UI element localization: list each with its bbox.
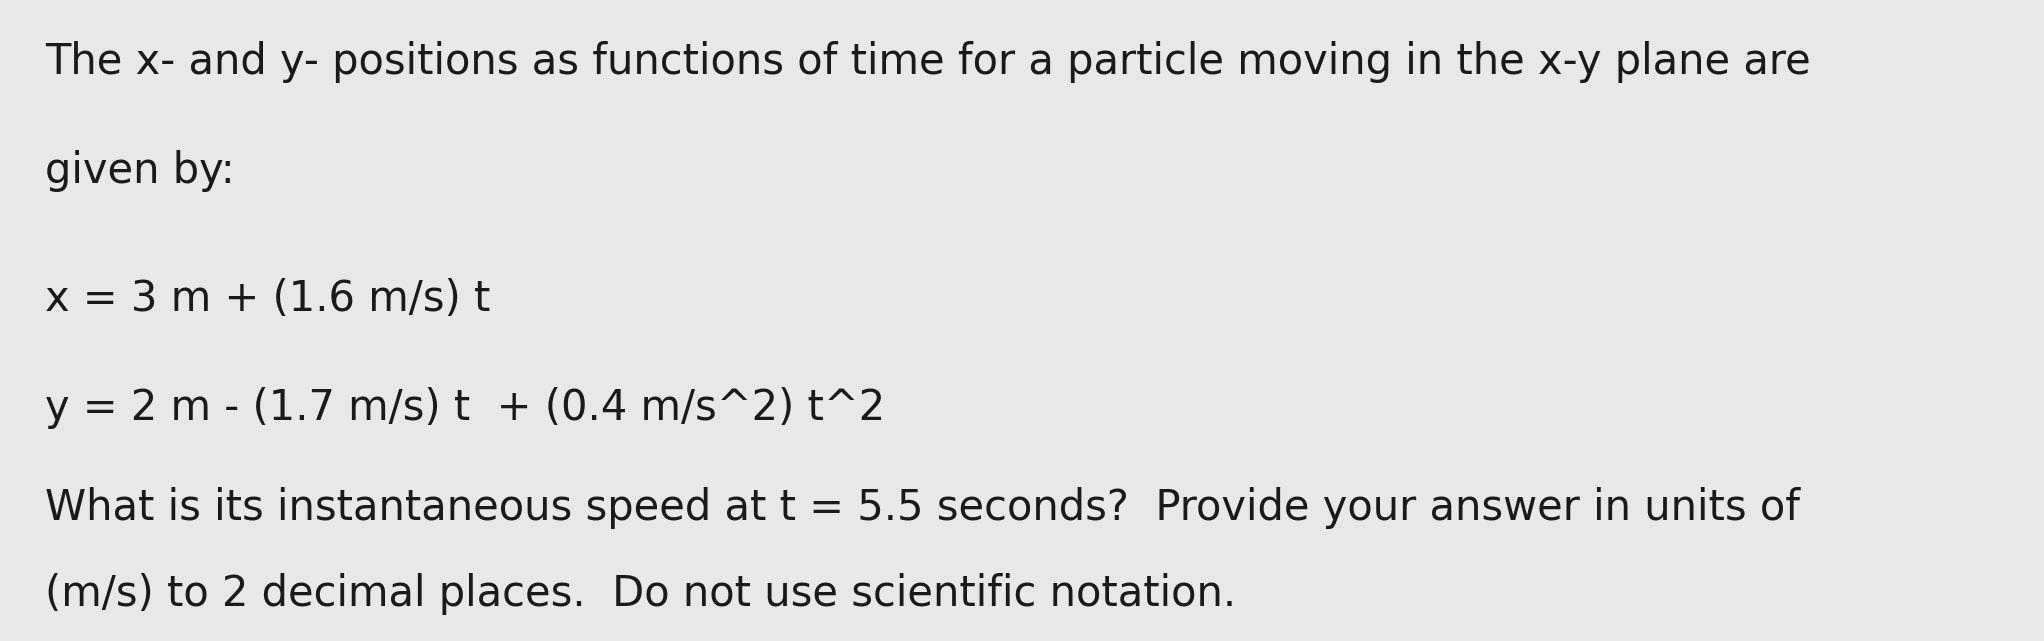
Text: y = 2 m - (1.7 m/s) t  + (0.4 m/s^2) t^2: y = 2 m - (1.7 m/s) t + (0.4 m/s^2) t^2 bbox=[45, 387, 885, 429]
Text: given by:: given by: bbox=[45, 150, 235, 192]
Text: (m/s) to 2 decimal places.  Do not use scientific notation.: (m/s) to 2 decimal places. Do not use sc… bbox=[45, 573, 1237, 615]
Text: What is its instantaneous speed at t = 5.5 seconds?  Provide your answer in unit: What is its instantaneous speed at t = 5… bbox=[45, 487, 1801, 529]
Text: The x- and y- positions as functions of time for a particle moving in the x-y pl: The x- and y- positions as functions of … bbox=[45, 41, 1811, 83]
Text: x = 3 m + (1.6 m/s) t: x = 3 m + (1.6 m/s) t bbox=[45, 278, 491, 320]
